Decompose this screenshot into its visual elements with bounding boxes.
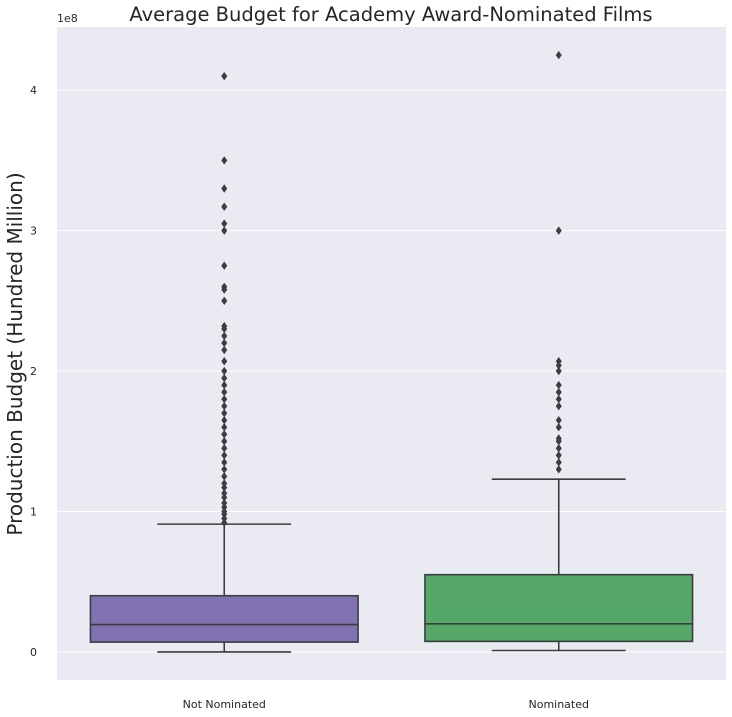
outlier-point [221, 202, 228, 211]
outlier-point [221, 345, 228, 355]
box-group-nominated [424, 50, 694, 652]
outlier-point [555, 394, 562, 404]
outlier-point [555, 458, 562, 467]
outlier-point [221, 444, 228, 453]
outlier-point [555, 401, 562, 411]
outlier-point [221, 387, 228, 397]
outlier-point [221, 282, 228, 291]
x-tick-label: Nominated [528, 698, 589, 711]
outlier-point [221, 373, 228, 383]
box-group-not-nominated [89, 71, 359, 653]
outlier-point [221, 503, 228, 512]
outlier-point [555, 357, 562, 366]
outlier-point [221, 465, 228, 474]
outlier-point [221, 71, 228, 81]
boxes [89, 50, 694, 653]
outlier-point [221, 226, 228, 235]
y-tick-label: 2 [30, 365, 37, 378]
outlier-point [221, 408, 228, 418]
outlier-point [221, 437, 228, 446]
outlier-point [555, 361, 562, 370]
outlier-point [221, 514, 228, 523]
outlier-point [221, 493, 228, 502]
outlier-point [555, 451, 562, 460]
outlier-point [221, 261, 228, 270]
outlier-point [221, 472, 228, 481]
outlier-point [221, 423, 228, 432]
outlier-point [555, 416, 562, 425]
outlier-point [221, 507, 228, 516]
outlier-point [221, 357, 228, 366]
outlier-point [221, 156, 228, 165]
y-tick-label: 0 [30, 646, 37, 659]
outlier-point [221, 416, 228, 425]
outlier-point [221, 394, 228, 404]
outlier-point [555, 387, 562, 397]
outlier-point [221, 518, 228, 527]
outlier-point [221, 458, 228, 467]
outlier-point [221, 401, 228, 411]
y-tick-label: 1 [30, 505, 37, 518]
y-tick-label: 4 [30, 84, 37, 97]
outlier-point [555, 366, 562, 376]
box [424, 573, 694, 643]
chart-title: Average Budget for Academy Award-Nominat… [129, 3, 652, 26]
y-tick-label: 3 [30, 225, 37, 238]
y-axis-label: Production Budget (Hundred Million) [3, 172, 27, 535]
ticks: 0 1 2 3 4 Not Nominated Nominated [30, 84, 589, 711]
outlier-point [555, 434, 562, 443]
outlier-point [221, 489, 228, 498]
box [89, 594, 359, 643]
outlier-point [221, 184, 228, 193]
outlier-point [221, 338, 228, 348]
outlier-point [555, 226, 562, 235]
outlier-point [221, 451, 228, 460]
outlier-point [555, 444, 562, 453]
outlier-point [221, 296, 228, 306]
outlier-point [555, 423, 562, 432]
x-tick-label: Not Nominated [183, 698, 266, 711]
outlier-point [221, 366, 228, 376]
outlier-point [221, 380, 228, 390]
outlier-point [555, 380, 562, 390]
outlier-point [221, 219, 228, 228]
outlier-point [221, 498, 228, 508]
outlier-point [221, 430, 228, 439]
outlier-point [555, 465, 562, 474]
outlier-point [221, 479, 228, 488]
outlier-point [221, 483, 228, 492]
outlier-point [221, 331, 228, 341]
outlier-point [555, 50, 562, 60]
plot-area [57, 27, 726, 680]
outlier-point [221, 321, 228, 331]
y-axis-offset-label: 1e8 [57, 12, 78, 25]
